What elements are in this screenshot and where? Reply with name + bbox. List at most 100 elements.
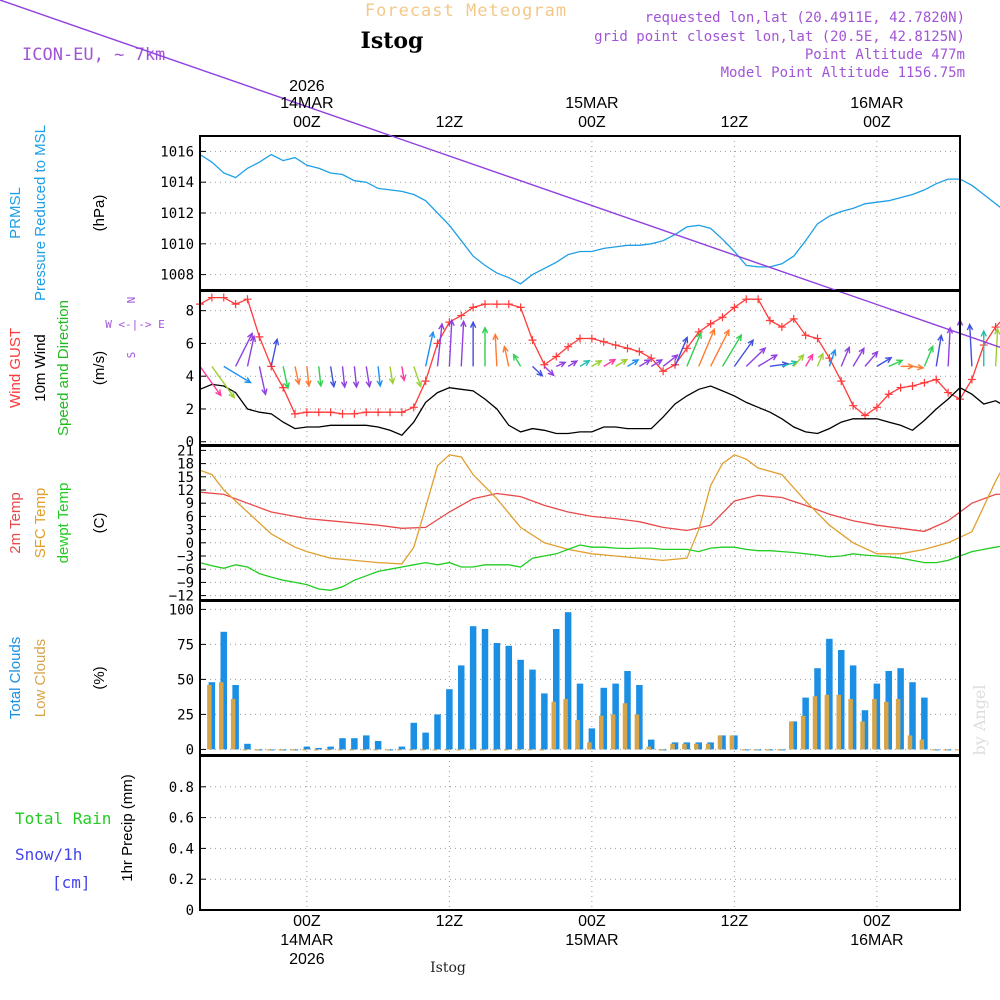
wind-arrow: [460, 321, 465, 367]
bar: [860, 721, 865, 750]
bar: [670, 743, 675, 750]
top-time-label: 12Z: [436, 114, 464, 131]
gust-marker: [635, 347, 644, 356]
header: Forecast Meteogram Istog ICON-EU, ~ 7km …: [22, 1, 989, 976]
wind-arrow: [686, 332, 702, 367]
top-time-label: 16MAR: [850, 95, 903, 112]
series-prmsl: [199, 153, 1000, 285]
bar: [446, 689, 453, 750]
wind-arrow: [543, 365, 555, 376]
wind-arrow-head: [608, 358, 617, 365]
bar: [327, 746, 334, 750]
bar: [397, 749, 402, 751]
wind-arrow-head: [400, 374, 407, 382]
bar: [610, 714, 616, 750]
bar: [576, 683, 584, 750]
wind-arrow-head: [655, 359, 664, 366]
bar: [612, 683, 619, 750]
bottom-time-label: 00Z: [578, 913, 606, 930]
gust-marker: [421, 377, 430, 386]
bottom-time-label: 12Z: [436, 913, 464, 930]
ytick-label: 9: [186, 496, 194, 512]
bar: [777, 749, 782, 751]
wind-arrow-head: [329, 380, 337, 389]
gust-marker: [801, 331, 810, 340]
gust-marker: [326, 408, 335, 417]
bar: [315, 748, 322, 750]
ytick-label: 50: [177, 672, 194, 688]
side-label: [cm]: [52, 873, 91, 892]
wind-arrow-head: [723, 328, 730, 337]
point-altitude: Point Altitude 477m: [805, 47, 965, 63]
bar: [848, 699, 853, 750]
unit-label: (C): [91, 513, 108, 534]
panel-frame: [199, 445, 961, 601]
wind-arrow-head: [885, 356, 893, 364]
side-label: Pressure Reduced to MSL: [32, 125, 49, 301]
wind-arrow-head: [807, 353, 814, 361]
wind-arrow: [567, 360, 578, 367]
gust-marker: [872, 403, 881, 412]
bar: [468, 749, 473, 751]
wind-arrow-head: [388, 377, 396, 386]
bar: [339, 738, 346, 750]
bar: [398, 746, 406, 750]
gust-marker: [457, 311, 466, 320]
bar: [420, 749, 426, 751]
compass-rose: N W <-|-> E S: [105, 297, 165, 359]
side-label: Snow/1h: [15, 845, 82, 864]
wind-arrow: [757, 354, 778, 367]
gust-marker: [302, 408, 311, 417]
wind-arrow: [674, 337, 688, 367]
series-line: [199, 296, 1000, 417]
wind-arrow: [341, 366, 346, 388]
bar: [824, 694, 830, 750]
bar: [303, 746, 311, 750]
wind-arrow-head: [583, 359, 591, 367]
bar: [814, 668, 821, 750]
wind-arrow: [270, 339, 278, 367]
bar: [314, 749, 319, 751]
bar: [493, 643, 501, 750]
wind-arrow: [0, 0, 1000, 349]
wind-arrow-head: [559, 361, 567, 368]
series-direction: [0, 0, 1000, 399]
wind-arrow-head: [536, 369, 544, 377]
ytick-label: 6: [186, 336, 194, 352]
ytick-label: −3: [177, 549, 194, 565]
bar: [741, 749, 746, 751]
wind-arrow: [615, 358, 628, 367]
bar: [789, 721, 794, 750]
wind-arrow-head: [695, 331, 702, 339]
ytick-label: 15: [177, 470, 194, 486]
ytick-label: 0: [186, 536, 194, 552]
bar: [836, 694, 841, 750]
bar: [207, 685, 212, 750]
panel-precip: 0 0.2 0.4 0.6 0.8 Total Rain Snow/1h [cm] 1hr Pr…: [15, 755, 961, 919]
bar: [897, 668, 904, 750]
wind-arrow: [864, 351, 879, 367]
bar: [325, 749, 331, 751]
gust-marker: [682, 344, 691, 353]
gust-marker: [920, 378, 929, 387]
top-time-label: 14MAR: [280, 95, 333, 112]
gust-marker: [564, 342, 573, 351]
wind-arrow-head: [937, 333, 944, 342]
bar: [541, 693, 548, 750]
ytick-label: 1010: [160, 237, 194, 253]
wind-arrow: [888, 359, 903, 368]
series-line: [199, 491, 1000, 533]
gust-marker: [742, 295, 751, 304]
gust-marker: [552, 352, 561, 361]
wind-arrow-head: [871, 350, 879, 358]
bar: [838, 650, 845, 750]
wind-arrow: [627, 359, 639, 367]
wind-arrow-head: [858, 347, 865, 355]
bar: [658, 749, 663, 751]
series-sfc-temp: [199, 454, 1000, 565]
bar: [553, 629, 560, 750]
wind-arrow-head: [994, 327, 1000, 335]
wind-arrow-head: [415, 380, 423, 388]
wind-arrow: [579, 360, 590, 367]
bar: [705, 743, 711, 750]
